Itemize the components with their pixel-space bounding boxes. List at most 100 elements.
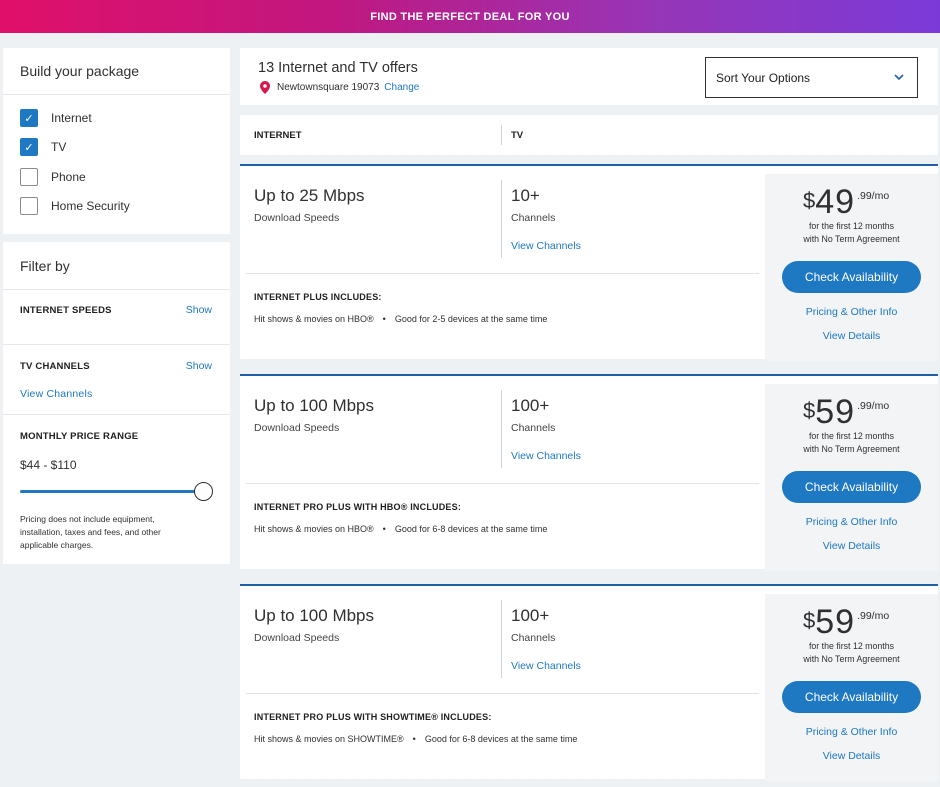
divider: [3, 94, 230, 95]
divider: [501, 600, 502, 678]
build-package-title: Build your package: [20, 63, 140, 79]
view-channels-link[interactable]: View Channels: [511, 660, 581, 672]
price-terms: for the first 12 months with No Term Agr…: [765, 430, 938, 456]
offer-card: Up to 100 Mbps Download Speeds 100+ Chan…: [240, 584, 938, 781]
filter-internet-speeds-label: INTERNET SPEEDS: [20, 305, 112, 316]
price-terms: for the first 12 months with No Term Agr…: [765, 640, 938, 666]
tv-channels-show-link[interactable]: Show: [185, 360, 212, 372]
includes-title: INTERNET PRO PLUS WITH SHOWTIME® INCLUDE…: [254, 712, 492, 722]
offer-card: Up to 100 Mbps Download Speeds 100+ Chan…: [240, 374, 938, 571]
pricing-info-link[interactable]: Pricing & Other Info: [805, 306, 898, 318]
price-terms-line: for the first 12 months: [808, 431, 895, 441]
includes-list: Hit shows & movies on HBO® • Good for 6-8 …: [254, 524, 547, 534]
include-item: Hit shows & movies on HBO®: [254, 314, 374, 324]
promo-banner-text: FIND THE PERFECT DEAL FOR YOU: [370, 10, 570, 23]
column-headers: INTERNET TV: [240, 115, 938, 155]
tv-channel-count: 100+: [511, 396, 550, 415]
view-channels-link[interactable]: View Channels: [511, 450, 581, 462]
includes-list: Hit shows & movies on HBO® • Good for 2-5 …: [254, 314, 547, 324]
monthly-price: $ 49 .99/mo: [803, 184, 923, 220]
price-cents: .99/mo: [857, 610, 890, 622]
price-range-value: $44 - $110: [20, 458, 77, 472]
price-dollars: 49: [815, 183, 856, 221]
price-currency: $: [803, 398, 816, 423]
option-phone[interactable]: Phone: [20, 168, 86, 186]
filter-tv-channels-label: TV CHANNELS: [20, 361, 90, 372]
price-range-label: MONTHLY PRICE RANGE: [20, 431, 139, 442]
channels-subtitle: Channels: [511, 632, 556, 644]
monthly-price: $ 59 .99/mo: [803, 604, 923, 640]
checkbox-checked-icon[interactable]: ✓: [20, 138, 38, 156]
check-availability-button[interactable]: Check Availability: [782, 471, 921, 503]
price-panel: $ 59 .99/mo for the first 12 months with…: [765, 594, 938, 781]
option-label: Phone: [51, 170, 86, 184]
monthly-price: $ 59 .99/mo: [803, 394, 923, 430]
divider: [501, 180, 502, 258]
checkbox-unchecked-icon[interactable]: [20, 197, 38, 215]
price-terms-line: for the first 12 months: [808, 221, 895, 231]
option-label: Home Security: [51, 199, 130, 213]
include-item: Good for 6-8 devices at the same time: [424, 734, 578, 744]
view-details-link[interactable]: View Details: [822, 750, 881, 762]
include-item: Hit shows & movies on HBO®: [254, 524, 374, 534]
checkbox-unchecked-icon[interactable]: [20, 168, 38, 186]
price-terms: for the first 12 months with No Term Agr…: [765, 220, 938, 246]
tv-channel-count: 100+: [511, 606, 550, 625]
option-tv[interactable]: ✓ TV: [20, 138, 66, 156]
divider: [3, 289, 230, 290]
view-details-link[interactable]: View Details: [822, 540, 881, 552]
tv-channel-count: 10+: [511, 186, 540, 205]
filter-title: Filter by: [20, 258, 70, 274]
pricing-info-link[interactable]: Pricing & Other Info: [805, 726, 898, 738]
option-home-security[interactable]: Home Security: [20, 197, 130, 215]
speed-subtitle: Download Speeds: [254, 632, 340, 644]
chevron-down-icon: [894, 74, 904, 81]
offers-header: 13 Internet and TV offers Newtownsquare …: [240, 48, 938, 105]
price-currency: $: [803, 188, 816, 213]
includes-list: Hit shows & movies on SHOWTIME® • Good for…: [254, 734, 577, 744]
offer-card: Up to 25 Mbps Download Speeds 10+ Channe…: [240, 164, 938, 361]
location-pin-icon: [260, 81, 270, 94]
price-range-slider-handle[interactable]: [194, 482, 213, 501]
price-terms-line: for the first 12 months: [808, 641, 895, 651]
channels-subtitle: Channels: [511, 422, 556, 434]
price-terms-line: with No Term Agreement: [803, 654, 900, 664]
view-channels-link[interactable]: View Channels: [511, 240, 581, 252]
price-dollars: 59: [815, 393, 856, 431]
include-item: Good for 6-8 devices at the same time: [394, 524, 548, 534]
view-channels-link[interactable]: View Channels: [20, 388, 93, 400]
speed-subtitle: Download Speeds: [254, 212, 340, 224]
column-header-internet: INTERNET: [254, 130, 302, 141]
bullet: •: [382, 314, 386, 324]
location-text: Newtownsquare 19073: [277, 82, 380, 93]
column-header-tv: TV: [511, 130, 524, 141]
option-label: TV: [51, 140, 67, 154]
divider: [246, 693, 759, 694]
checkbox-checked-icon[interactable]: ✓: [20, 109, 38, 127]
offers-count: 13 Internet and TV offers: [258, 60, 418, 76]
sort-options-label: Sort Your Options: [716, 70, 811, 85]
includes-title: INTERNET PLUS INCLUDES:: [254, 292, 382, 302]
internet-speeds-show-link[interactable]: Show: [185, 304, 212, 316]
price-range-slider-track[interactable]: [20, 490, 202, 493]
speed-subtitle: Download Speeds: [254, 422, 340, 434]
option-internet[interactable]: ✓ Internet: [20, 109, 92, 127]
divider: [246, 483, 759, 484]
option-label: Internet: [51, 111, 92, 125]
filter-panel: Filter by INTERNET SPEEDS Show TV CHANNE…: [3, 242, 230, 564]
includes-title: INTERNET PRO PLUS WITH HBO® INCLUDES:: [254, 502, 462, 512]
price-terms-line: with No Term Agreement: [803, 234, 900, 244]
check-availability-button[interactable]: Check Availability: [782, 681, 921, 713]
check-availability-button[interactable]: Check Availability: [782, 261, 921, 293]
divider: [501, 125, 502, 145]
view-details-link[interactable]: View Details: [822, 330, 881, 342]
pricing-disclaimer: Pricing does not include equipment, inst…: [20, 514, 161, 550]
divider: [3, 414, 230, 415]
promo-banner: FIND THE PERFECT DEAL FOR YOU: [0, 0, 940, 33]
price-dollars: 59: [815, 603, 856, 641]
change-location-link[interactable]: Change: [384, 82, 420, 93]
sort-options-select[interactable]: Sort Your Options: [705, 57, 918, 98]
bullet: •: [382, 524, 386, 534]
price-cents: .99/mo: [857, 400, 890, 412]
pricing-info-link[interactable]: Pricing & Other Info: [805, 516, 898, 528]
